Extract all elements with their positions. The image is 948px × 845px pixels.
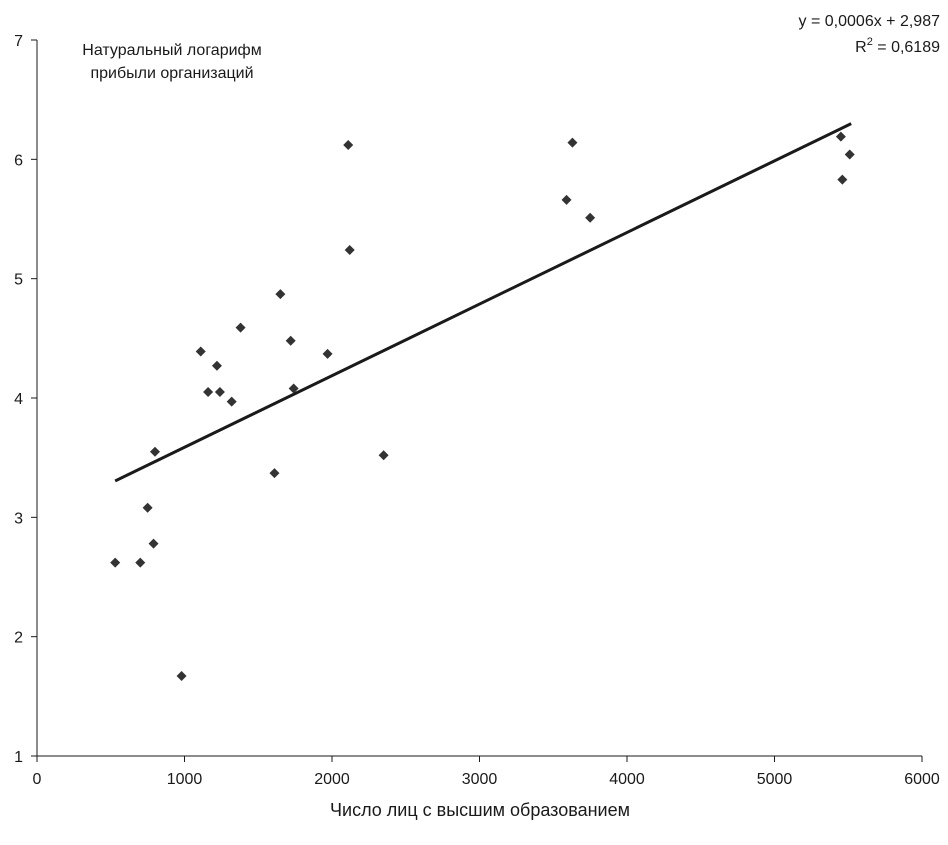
trendline: [114, 122, 852, 483]
r-squared-label: R2 = 0,6189: [855, 36, 940, 56]
data-point-marker: [195, 346, 206, 357]
y-tick-label: 7: [14, 33, 23, 50]
data-point-marker: [235, 322, 246, 333]
trendline-group: [114, 122, 852, 483]
data-point-marker: [203, 387, 214, 398]
data-point-marker: [269, 468, 280, 479]
y-tick-label: 3: [14, 510, 23, 527]
x-tick-label: 2000: [314, 771, 350, 788]
data-point-marker: [275, 289, 286, 300]
r2-value: = 0,6189: [873, 39, 940, 56]
data-point-marker: [211, 360, 222, 371]
data-point-marker: [344, 245, 355, 256]
y-tick-label: 4: [14, 391, 23, 408]
x-tick-label: 4000: [609, 771, 645, 788]
y-axis-label-line-1: Натуральный логарифм: [82, 42, 261, 59]
data-points: [110, 131, 855, 682]
data-point-marker: [176, 671, 187, 682]
data-point-marker: [835, 131, 846, 142]
tick-labels: 0 1000 2000 3000 4000 5000 6000 1 2 3 4 5 6 7: [14, 33, 940, 788]
r2-superscript: 2: [867, 36, 873, 48]
x-tick-label: 3000: [462, 771, 498, 788]
y-tick-label: 1: [14, 749, 23, 766]
y-tick-label: 2: [14, 630, 23, 647]
data-point-marker: [285, 335, 296, 346]
y-tick-label: 5: [14, 272, 23, 289]
x-tick-label: 6000: [904, 771, 940, 788]
data-point-marker: [844, 149, 855, 160]
data-point-marker: [585, 212, 596, 223]
y-tick-label: 6: [14, 152, 23, 169]
data-point-marker: [322, 348, 333, 359]
data-point-marker: [378, 450, 389, 461]
data-point-marker: [150, 446, 160, 457]
axes: [36, 40, 922, 757]
x-tick-label: 1000: [167, 771, 203, 788]
data-point-marker: [837, 174, 848, 185]
x-tick-label: 5000: [757, 771, 793, 788]
r2-prefix: R: [855, 39, 867, 56]
data-point-marker: [226, 396, 237, 407]
data-point-marker: [135, 557, 146, 568]
data-point-marker: [214, 387, 225, 398]
ticks: [31, 39, 923, 762]
data-point-marker: [567, 137, 578, 148]
data-point-marker: [288, 383, 299, 394]
x-tick-label: 0: [33, 771, 42, 788]
data-point-marker: [148, 538, 159, 549]
data-point-marker: [343, 140, 354, 151]
data-point-marker: [110, 557, 121, 568]
data-point-marker: [561, 194, 572, 205]
x-axis-label: Число лиц с высшим образованием: [330, 800, 630, 820]
data-point-marker: [142, 502, 153, 513]
trendline-equation: y = 0,0006x + 2,987: [799, 13, 941, 30]
y-axis-label-line-2: прибыли организаций: [90, 65, 253, 82]
